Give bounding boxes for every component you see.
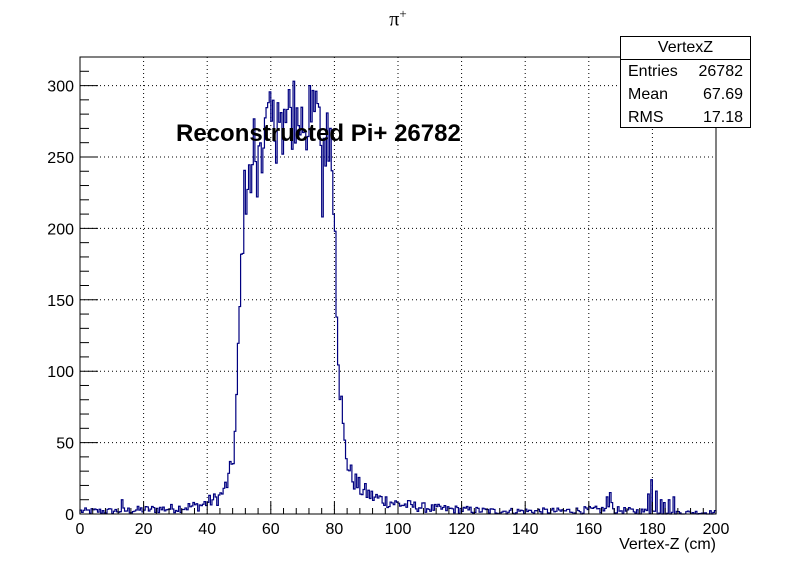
x-tick-label: 160: [575, 521, 602, 538]
grid-lines: [80, 57, 716, 514]
axis-ticks: [79, 56, 717, 515]
stats-box: VertexZ Entries 26782 Mean 67.69 RMS 17.…: [620, 36, 751, 128]
stats-entries-row: Entries 26782: [621, 60, 750, 83]
chart-title-sup: +: [399, 6, 407, 21]
stats-mean-row: Mean 67.69: [621, 83, 750, 106]
y-tick-label: 50: [56, 436, 74, 453]
x-tick-label: 200: [703, 521, 730, 538]
y-tick-label: 100: [47, 364, 74, 381]
y-tick-label: 0: [65, 507, 74, 524]
x-tick-label: 40: [198, 521, 216, 538]
histogram-series: [79, 80, 717, 515]
x-tick-label: 120: [448, 521, 475, 538]
y-tick-label: 250: [47, 150, 74, 167]
x-tick-label: 140: [512, 521, 539, 538]
x-tick-label: 180: [639, 521, 666, 538]
tick-labels: 0 20 40 60 80 100 120 140 160 180 200 0 50 100 150 200 2…: [47, 79, 729, 538]
histogram-line: [79, 80, 717, 515]
x-tick-label: 60: [262, 521, 280, 538]
annotation-text: Reconstructed Pi+ 26782: [176, 120, 461, 147]
x-tick-label: 100: [385, 521, 412, 538]
stats-rms-label: RMS: [628, 109, 664, 126]
stats-entries-value: 26782: [698, 63, 744, 80]
x-tick-label: 0: [76, 521, 85, 538]
stats-rms-row: RMS 17.18: [621, 106, 750, 129]
stats-box-title: VertexZ: [621, 37, 750, 60]
y-tick-label: 300: [47, 79, 74, 96]
stats-rms-value: 17.18: [702, 109, 743, 126]
y-tick-label: 150: [47, 293, 74, 310]
x-axis-label: Vertex-Z (cm): [619, 536, 716, 553]
x-tick-label: 80: [326, 521, 344, 538]
stats-entries-label: Entries: [628, 63, 678, 80]
stats-mean-value: 67.69: [702, 86, 743, 103]
chart-title-base: π: [389, 8, 400, 31]
chart-title: π+: [0, 6, 796, 32]
x-tick-label: 20: [135, 521, 153, 538]
y-tick-label: 200: [47, 221, 74, 238]
stats-mean-label: Mean: [628, 86, 669, 103]
